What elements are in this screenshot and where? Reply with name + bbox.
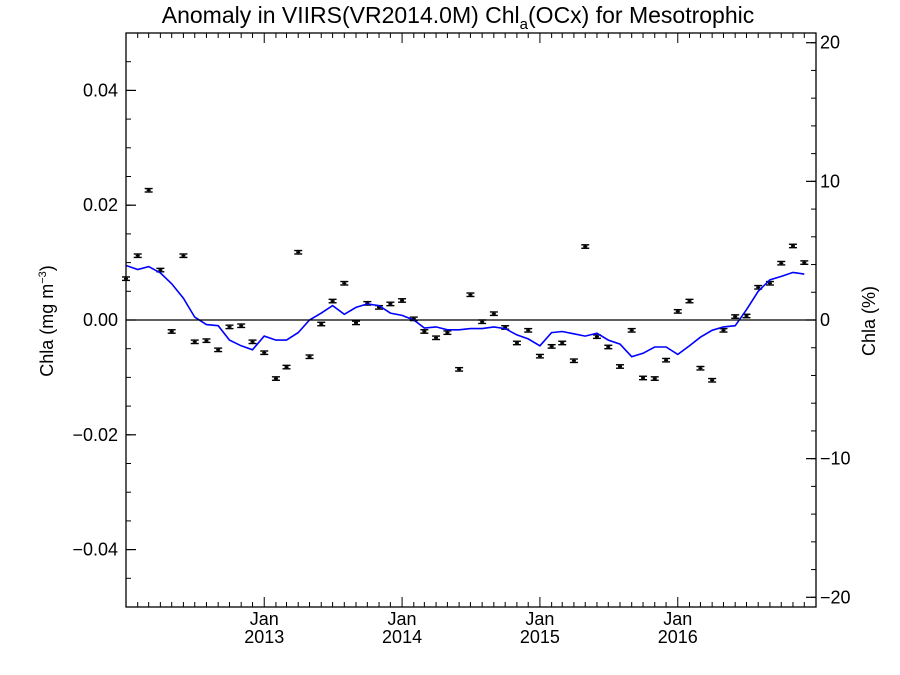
- data-point: [524, 327, 533, 333]
- y-axis-label: Chla (mg m−3): [37, 265, 57, 377]
- data-point: [167, 329, 176, 334]
- data-point: [443, 330, 452, 336]
- chart-title-suffix: (OCx) for Mesotrophic: [528, 2, 754, 28]
- x-tick-year-label: 2013: [244, 627, 284, 647]
- data-point: [328, 298, 337, 304]
- data-point: [294, 249, 303, 255]
- left-tick-label: 0.00: [83, 310, 118, 330]
- plot-area: [122, 187, 809, 383]
- right-tick-label: 10: [820, 171, 840, 191]
- data-point: [340, 280, 349, 286]
- left-tick-label: 0.04: [83, 80, 118, 100]
- data-point: [271, 376, 280, 381]
- data-point: [569, 358, 578, 364]
- data-point: [179, 253, 188, 259]
- data-point: [547, 343, 556, 349]
- chart-title: Anomaly in VIIRS(VR2014.0M) Chla(OCx) fo…: [162, 2, 754, 33]
- data-point: [202, 338, 211, 344]
- blue-line-series: [125, 264, 805, 358]
- data-point: [190, 339, 199, 345]
- data-point: [282, 364, 291, 370]
- data-point: [432, 335, 441, 341]
- x-tick-month-label: Jan: [250, 609, 279, 629]
- data-point: [352, 320, 360, 326]
- data-point: [133, 253, 142, 259]
- data-point: [731, 314, 740, 319]
- data-point: [708, 377, 717, 383]
- data-point: [237, 323, 246, 329]
- x-tick-month-label: Jan: [663, 609, 692, 629]
- x-tick-month-label: Jan: [525, 609, 554, 629]
- right-tick-label: 20: [820, 33, 840, 53]
- data-point: [581, 244, 590, 249]
- x-tick-month-label: Jan: [388, 609, 417, 629]
- data-point: [386, 301, 395, 307]
- errorbar-points: [122, 187, 809, 383]
- data-point: [639, 375, 648, 381]
- right-tick-label: −20: [820, 587, 851, 607]
- left-tick-label: −0.02: [72, 425, 118, 445]
- data-point: [489, 311, 498, 317]
- right-axis: 20 10 0 −10 −20: [806, 33, 851, 607]
- data-point: [225, 324, 234, 330]
- data-point: [685, 298, 694, 304]
- right-tick-label: 0: [820, 310, 830, 330]
- y2-axis-label: Chla (%): [859, 286, 879, 356]
- left-axis: 0.04 0.02 0.00 −0.02 −0.04: [72, 32, 136, 608]
- data-point: [627, 327, 636, 333]
- data-point: [696, 365, 705, 371]
- data-point: [650, 376, 659, 381]
- left-tick-label: −0.04: [72, 540, 118, 560]
- data-point: [466, 292, 475, 298]
- data-point: [214, 347, 223, 353]
- data-point: [317, 321, 326, 327]
- data-point: [455, 366, 464, 372]
- data-point: [673, 308, 682, 314]
- data-point: [604, 344, 613, 350]
- data-point: [662, 357, 671, 363]
- data-point: [398, 298, 407, 303]
- chart-title-prefix: Anomaly in VIIRS(VR2014.0M) Chl: [162, 2, 520, 28]
- data-point: [248, 339, 257, 345]
- data-point: [144, 187, 153, 193]
- data-point: [535, 353, 544, 359]
- y-axis-label-close: ): [37, 265, 57, 271]
- chart-title-subscript: a: [520, 16, 529, 33]
- data-point: [777, 260, 786, 266]
- data-point: [788, 243, 797, 249]
- left-tick-label: 0.02: [83, 195, 118, 215]
- x-tick-year-label: 2016: [658, 627, 698, 647]
- x-tick-year-label: 2015: [520, 627, 560, 647]
- data-point: [305, 354, 314, 360]
- data-point: [420, 329, 429, 334]
- data-point: [742, 313, 751, 319]
- data-point: [512, 340, 521, 346]
- y-axis-label-superscript: −3: [37, 271, 49, 284]
- x-tick-year-label: 2014: [382, 627, 422, 647]
- y-axis-label-text: Chla (mg m: [37, 284, 57, 377]
- data-point: [800, 260, 809, 266]
- data-point: [260, 350, 269, 356]
- data-point: [719, 327, 728, 333]
- right-tick-label: −10: [820, 449, 851, 469]
- data-point: [558, 340, 567, 346]
- data-point: [615, 364, 624, 369]
- blue-line-path: [125, 264, 805, 358]
